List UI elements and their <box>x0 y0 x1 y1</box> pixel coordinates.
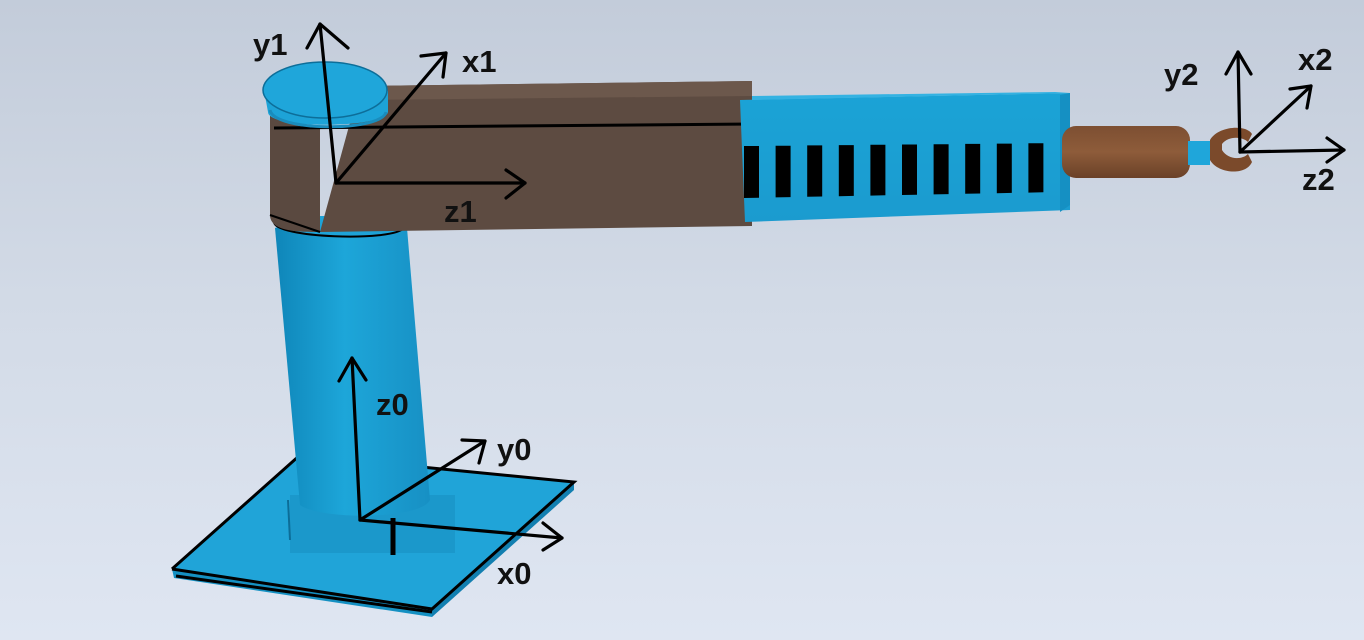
z0-axis <box>350 356 362 522</box>
arm-slots <box>744 143 1044 198</box>
x0-axis <box>358 518 564 540</box>
z1-axis-head <box>504 168 527 200</box>
x0-label: x0 <box>497 556 531 591</box>
y2-label: y2 <box>1164 57 1198 92</box>
x2-label: x2 <box>1298 42 1332 77</box>
z2-axis <box>1238 148 1346 154</box>
arm-slot <box>744 146 759 198</box>
frame-0: z0 y0 x0 <box>337 356 564 591</box>
x1-label: x1 <box>462 44 496 79</box>
x0-axis-head <box>541 521 564 552</box>
arm-slot <box>807 145 823 197</box>
y2-axis <box>1236 50 1242 154</box>
z0-label: z0 <box>376 387 409 422</box>
vertical-column <box>275 220 455 555</box>
arm-slot <box>933 144 949 195</box>
x1-axis-head <box>419 51 448 79</box>
end-effector <box>1062 126 1252 178</box>
y0-label: y0 <box>497 432 531 467</box>
z2-axis-head <box>1325 136 1346 164</box>
frame-1: y1 x1 z1 <box>253 22 527 229</box>
prismatic-link <box>740 92 1070 222</box>
y1-axis <box>318 22 338 185</box>
x1-axis <box>334 51 448 185</box>
arm-slot <box>902 144 917 195</box>
y0-axis-head <box>460 438 487 465</box>
arm-slot <box>870 144 886 196</box>
frame-2: y2 x2 z2 <box>1164 42 1346 197</box>
x2-axis-head <box>1288 84 1313 110</box>
z2-label: z2 <box>1302 162 1335 197</box>
z1-label: z1 <box>444 194 477 229</box>
arm-slot <box>838 145 854 197</box>
arm-slot <box>775 145 791 198</box>
y0-axis <box>358 439 487 522</box>
arm-slot <box>996 143 1012 194</box>
y2-axis-head <box>1224 50 1253 76</box>
z0-axis-head <box>337 356 368 383</box>
y1-label: y1 <box>253 27 287 62</box>
arm-slot <box>1028 143 1044 193</box>
x2-axis <box>1238 84 1313 154</box>
y1-axis-head <box>305 22 350 50</box>
upper-arm-link <box>262 61 753 238</box>
arm-slot <box>965 143 981 194</box>
